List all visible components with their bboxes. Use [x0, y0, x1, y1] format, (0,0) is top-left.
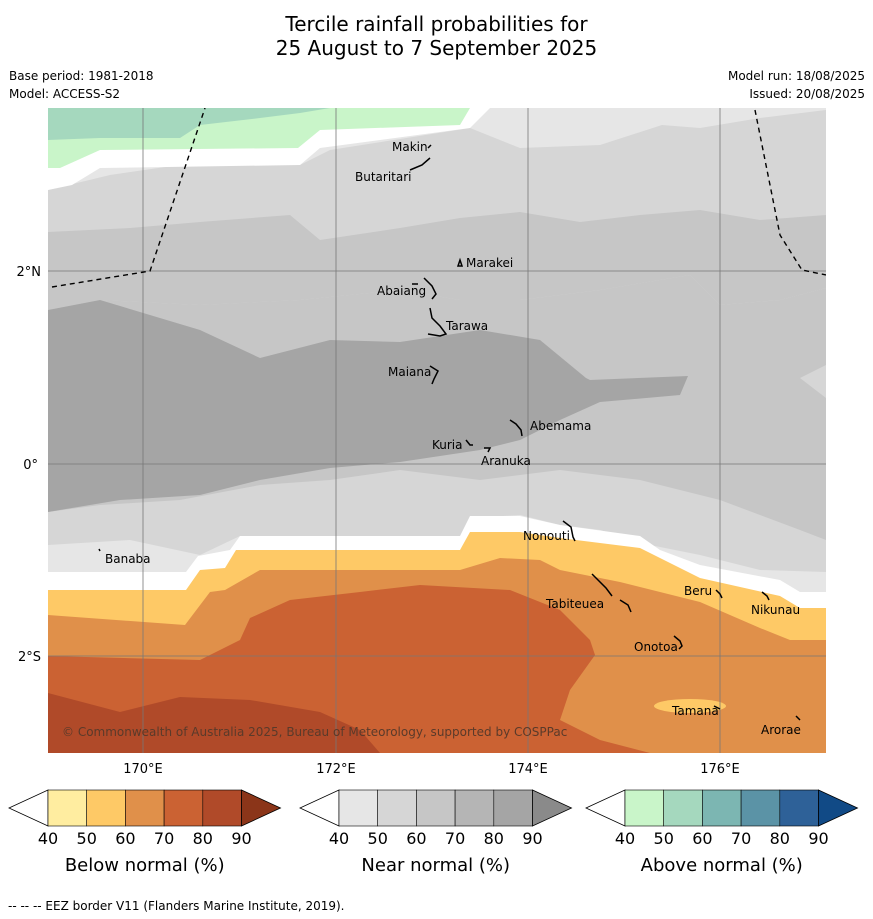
- lon-label: 170°E: [123, 762, 163, 777]
- colorbar-segment: [624, 789, 665, 827]
- meta-right: Model run: 18/08/2025 Issued: 20/08/2025: [728, 67, 865, 103]
- near-normal-60-band-upper: [48, 210, 826, 310]
- colorbar-segment: [493, 789, 533, 827]
- copyright-notice: © Commonwealth of Australia 2025, Bureau…: [62, 725, 567, 739]
- colorbar-segment: [163, 789, 204, 827]
- lon-label: 176°E: [700, 762, 740, 777]
- colorbar-segment: [702, 789, 742, 827]
- colorbar-tick-label: 60: [115, 829, 135, 848]
- colorbar-tick-label: 80: [770, 829, 790, 848]
- probability-field: [48, 108, 826, 753]
- colorbar-tick-label: 60: [692, 829, 712, 848]
- place-label: Beru: [684, 584, 712, 598]
- latitude-labels: 2°N 0° 2°S: [17, 265, 42, 665]
- place-label: Arorae: [761, 723, 801, 737]
- colorbar-segment: [47, 789, 88, 827]
- place-label: Nonouti: [523, 529, 570, 543]
- colorbar: 40 50 60 70 80 90 Near normal (%): [299, 789, 573, 876]
- colorbar-segment: [202, 789, 242, 827]
- colorbar-segment: [377, 789, 417, 827]
- colorbar-title: Below normal (%): [65, 855, 225, 876]
- grid-lines: [48, 108, 826, 753]
- colorbar-tick-label: 50: [654, 829, 674, 848]
- place-label: Tamana: [671, 704, 719, 718]
- longitude-labels: 170°E 172°E 174°E 176°E: [123, 762, 740, 777]
- colorbar-tick-label: 90: [231, 829, 251, 848]
- colorbar-tick-label: 70: [445, 829, 465, 848]
- colorbar-tick-label: 70: [731, 829, 751, 848]
- colorbar-segment: [779, 789, 819, 827]
- colorbar-segment: [454, 789, 495, 827]
- lat-label: 2°S: [18, 650, 41, 665]
- issued-date: Issued: 20/08/2025: [749, 87, 865, 101]
- colorbar-legend: 40 50 60 70 80 90 Below normal (%) 40 50 60 70 80 90…: [8, 789, 859, 876]
- lon-label: 172°E: [316, 762, 356, 777]
- colorbar-segment: [338, 789, 379, 827]
- place-label: Kuria: [432, 438, 463, 452]
- place-label: Makin: [392, 140, 428, 154]
- place-label: Nikunau: [751, 603, 800, 617]
- lat-label: 2°N: [17, 265, 42, 280]
- colorbar-right-arrow: [818, 789, 859, 827]
- colorbar-segment: [663, 789, 703, 827]
- colorbar-segment: [416, 789, 456, 827]
- tamana-patch: [654, 699, 726, 713]
- place-label: Onotoa: [634, 640, 678, 654]
- base-period: Base period: 1981-2018: [9, 69, 154, 83]
- colorbar-segment: [125, 789, 165, 827]
- meta-left: Base period: 1981-2018 Model: ACCESS-S2: [9, 67, 154, 103]
- title-line-2: 25 August to 7 September 2025: [275, 36, 598, 60]
- colorbar-tick-label: 80: [193, 829, 213, 848]
- above-normal-50-region: [48, 108, 330, 140]
- place-label: Tarawa: [445, 319, 488, 333]
- colorbar: 40 50 60 70 80 90 Below normal (%): [8, 789, 282, 876]
- title-line-1: Tercile rainfall probabilities for: [285, 12, 588, 36]
- colorbar-left-arrow: [585, 789, 626, 827]
- model-name: Model: ACCESS-S2: [9, 87, 121, 101]
- place-label: Butaritari: [355, 170, 412, 184]
- place-label: Maiana: [388, 365, 431, 379]
- place-labels: Makin Butaritari Marakei Abaiang Tarawa …: [105, 140, 801, 737]
- colorbar-tick-label: 40: [615, 829, 635, 848]
- place-label: Tabiteuea: [545, 597, 604, 611]
- place-label: Aranuka: [481, 454, 531, 468]
- colorbar-left-arrow: [299, 789, 340, 827]
- colorbar-tick-label: 60: [406, 829, 426, 848]
- below-normal-70-region: [48, 693, 380, 753]
- colorbar-tick-label: 90: [808, 829, 828, 848]
- eez-footnote: -- -- -- EEZ border V11 (Flanders Marine…: [8, 899, 345, 913]
- colorbar-right-arrow: [532, 789, 573, 827]
- lon-label: 174°E: [508, 762, 548, 777]
- colorbar-tick-label: 80: [484, 829, 504, 848]
- model-run: Model run: 18/08/2025: [727, 69, 865, 83]
- colorbar-segment: [740, 789, 781, 827]
- place-label: Banaba: [105, 552, 151, 566]
- colorbar-title: Near normal (%): [361, 855, 510, 876]
- colorbar-tick-label: 50: [77, 829, 97, 848]
- colorbar-right-arrow: [241, 789, 282, 827]
- place-label: Marakei: [466, 256, 513, 270]
- colorbar-tick-label: 70: [154, 829, 174, 848]
- place-label: Abemama: [530, 419, 591, 433]
- eez-border: [51, 108, 826, 288]
- place-label: Abaiang: [377, 284, 426, 298]
- map-title: Tercile rainfall probabilities for 25 Au…: [0, 12, 873, 60]
- lat-label: 0°: [23, 458, 38, 473]
- colorbar-tick-label: 50: [368, 829, 388, 848]
- colorbar-left-arrow: [8, 789, 49, 827]
- colorbar-tick-label: 90: [522, 829, 542, 848]
- colorbar-tick-label: 40: [38, 829, 58, 848]
- island-outlines: [98, 144, 801, 721]
- colorbar-tick-label: 40: [329, 829, 349, 848]
- colorbar: 40 50 60 70 80 90 Above normal (%): [585, 789, 859, 876]
- colorbar-segment: [86, 789, 126, 827]
- colorbar-title: Above normal (%): [641, 855, 803, 876]
